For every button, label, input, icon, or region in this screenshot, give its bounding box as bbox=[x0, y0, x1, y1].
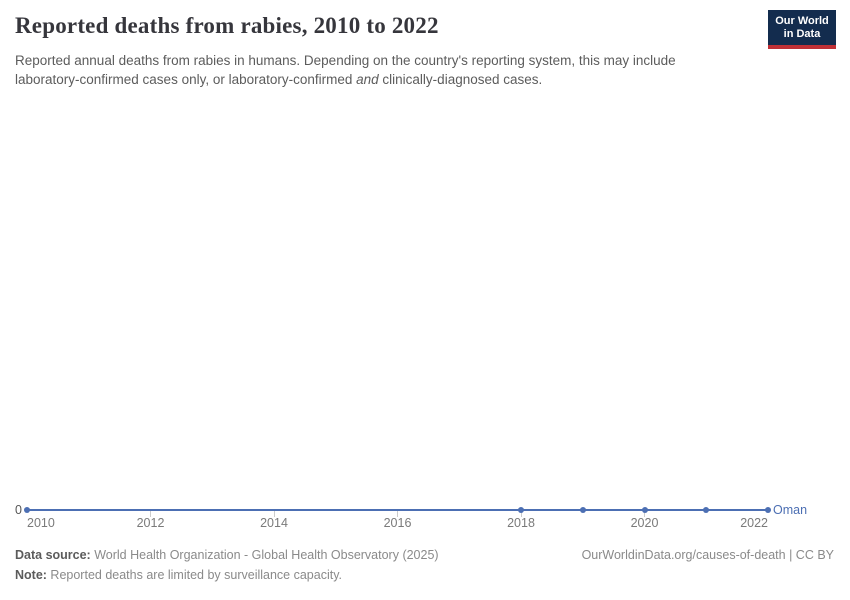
x-axis-tick-label: 2014 bbox=[260, 516, 288, 530]
x-axis-tick bbox=[273, 511, 275, 517]
data-point[interactable] bbox=[765, 507, 771, 513]
data-point[interactable] bbox=[703, 507, 710, 513]
data-source-label: Data source: bbox=[15, 548, 91, 562]
note-label: Note: bbox=[15, 568, 47, 582]
x-axis-tick-label: 2010 bbox=[27, 516, 55, 530]
page-title: Reported deaths from rabies, 2010 to 202… bbox=[15, 13, 439, 38]
y-axis-tick-label: 0 bbox=[15, 503, 22, 517]
x-axis-tick-label: 2020 bbox=[630, 516, 659, 530]
series-label: Oman bbox=[773, 503, 808, 517]
note-line: Note: Reported deaths are limited by sur… bbox=[15, 568, 342, 582]
x-axis-tick bbox=[150, 511, 151, 517]
x-axis-tick-label: 2022 bbox=[740, 516, 768, 530]
license-link[interactable]: OurWorldinData.org/causes-of-death | CC … bbox=[581, 548, 834, 562]
data-point[interactable] bbox=[579, 507, 586, 513]
x-axis-tick-label: 2018 bbox=[507, 516, 535, 530]
data-source-line: Data source: World Health Organization -… bbox=[15, 548, 439, 562]
x-axis-tick bbox=[397, 511, 398, 517]
data-source-text: World Health Organization - Global Healt… bbox=[90, 548, 439, 562]
subtitle-line-2: laboratory-confirmed cases only, or labo… bbox=[15, 71, 543, 87]
chart-subtitle: Reported annual deaths from rabies in hu… bbox=[15, 52, 757, 89]
note-text: Reported deaths are limited by surveilla… bbox=[46, 568, 343, 582]
owid-logo[interactable]: Our World in Data bbox=[768, 10, 836, 49]
owid-logo-line-1: Our World bbox=[775, 15, 829, 27]
x-axis-tick bbox=[644, 511, 645, 517]
data-point[interactable] bbox=[24, 507, 30, 513]
series-line bbox=[27, 509, 768, 511]
subtitle-line-1: Reported annual deaths from rabies in hu… bbox=[15, 53, 676, 68]
x-axis-tick-label: 2016 bbox=[383, 516, 412, 530]
data-point[interactable] bbox=[641, 507, 648, 513]
x-axis-tick bbox=[520, 511, 522, 517]
data-point[interactable] bbox=[518, 507, 524, 513]
owid-logo-line-2: in Data bbox=[783, 28, 821, 40]
x-axis-tick-label: 2012 bbox=[136, 516, 165, 530]
